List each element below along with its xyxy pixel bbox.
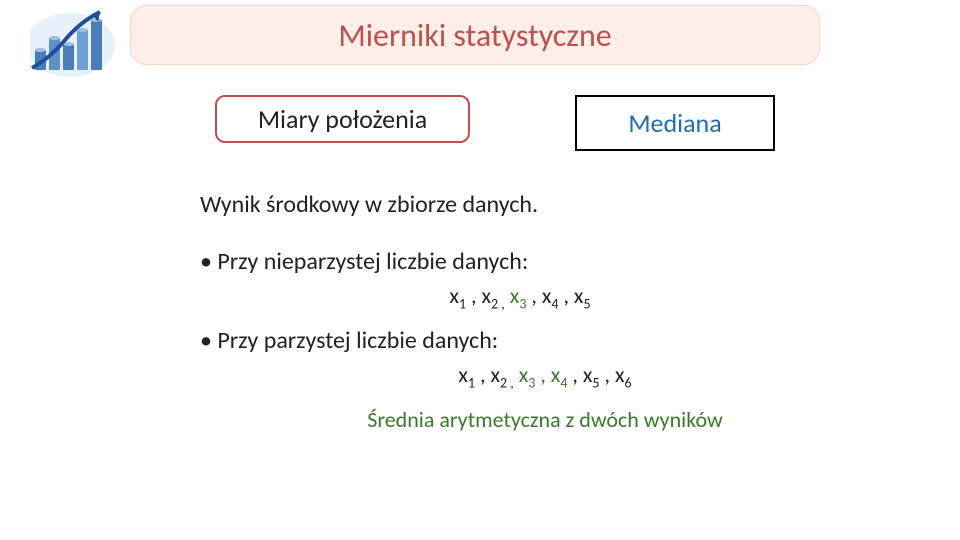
subtitle-box: Miary położenia bbox=[215, 95, 470, 143]
average-note: Średnia arytmetyczna z dwóch wyników bbox=[200, 406, 840, 433]
description: Wynik środkowy w zbiorze danych. bbox=[200, 190, 840, 219]
page-title: Mierniki statystyczne bbox=[338, 16, 611, 55]
topic-text: Mediana bbox=[628, 107, 721, 139]
title-band: Mierniki statystyczne bbox=[130, 5, 820, 65]
sequence-even: x1 , x2 , x3 , x4 , x5 , x6 bbox=[200, 361, 840, 391]
bullet-even: • Przy parzystej liczbie danych: bbox=[200, 326, 840, 355]
content-area: Wynik środkowy w zbiorze danych. • Przy … bbox=[200, 190, 840, 433]
bullet-odd: • Przy nieparzystej liczbie danych: bbox=[200, 247, 840, 276]
topic-box: Mediana bbox=[575, 95, 775, 151]
sequence-odd: x1 , x2 , x3 , x4 , x5 bbox=[200, 282, 840, 312]
subtitle-text: Miary położenia bbox=[258, 103, 427, 135]
bar-chart-icon bbox=[30, 10, 120, 80]
